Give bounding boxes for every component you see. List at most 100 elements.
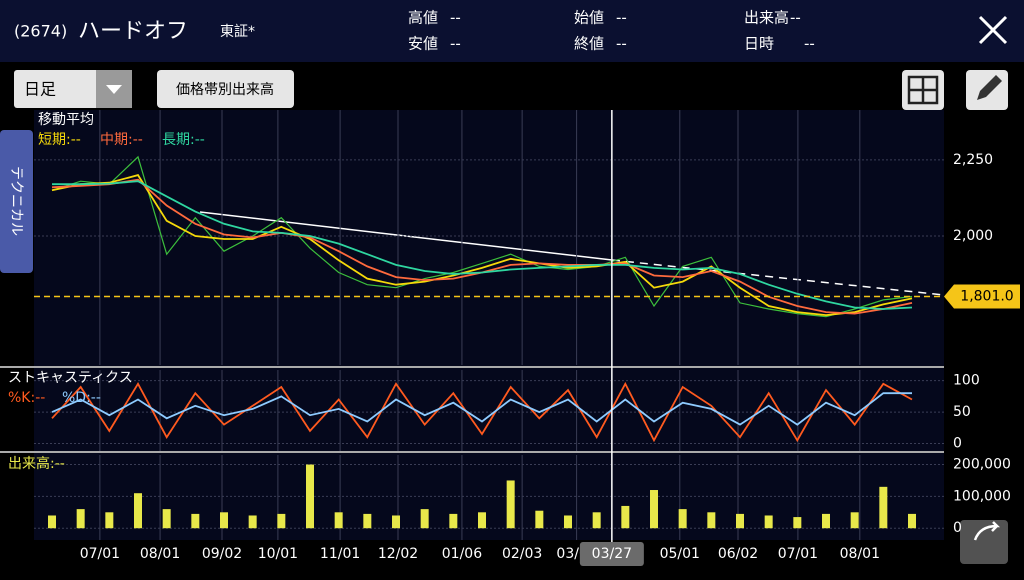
x-tick-label: 02/03	[502, 546, 542, 562]
volume-profile-label: 価格帯別出来高	[176, 81, 274, 98]
volume-bar	[592, 512, 601, 529]
quote-value: --	[450, 35, 461, 53]
y-tick-label: 100,000	[953, 488, 1011, 504]
panel-title: 出来高:--	[8, 455, 65, 472]
quote-value: --	[616, 9, 627, 27]
volume-bar	[650, 490, 658, 529]
volume-bar	[363, 513, 372, 529]
x-tick-label: 07/01	[778, 546, 818, 562]
rotate-icon	[973, 521, 1001, 541]
volume-bar	[908, 513, 916, 529]
volume-bar	[76, 509, 85, 529]
market: 東証*	[220, 24, 255, 40]
volume-profile-button[interactable]	[157, 70, 294, 108]
x-tick-label: 07/01	[80, 546, 120, 562]
close-icon	[978, 15, 1008, 45]
panel-title: ストキャスティクス	[8, 370, 133, 386]
volume-bar	[764, 515, 773, 529]
series-line	[51, 174, 913, 317]
volume-bar	[191, 513, 200, 529]
panel-title: 移動平均	[38, 112, 94, 128]
quote-value: --	[804, 35, 815, 53]
pencil-icon	[977, 75, 1002, 100]
series-line	[51, 381, 913, 443]
x-tick-label: 12/02	[378, 546, 418, 562]
stock-code: (2674)	[14, 22, 67, 41]
y-tick-label: 2,000	[953, 228, 993, 244]
quote-value: --	[616, 35, 627, 53]
price-line	[51, 155, 913, 318]
y-tick-label: 50	[953, 404, 971, 420]
quote-label: 高値	[408, 9, 438, 27]
y-tick-label: 200,000	[953, 457, 1011, 473]
header-bar	[0, 0, 1024, 62]
y-tick-label: 100	[953, 373, 980, 389]
volume-bar	[707, 512, 716, 529]
volume-bar	[535, 510, 544, 529]
rotate-button-bg	[960, 520, 1008, 564]
rotate-button[interactable]	[960, 520, 1008, 564]
dropdown-arrow	[106, 85, 122, 94]
technical-tab[interactable]	[0, 130, 33, 273]
last-price-label: 1,801.0	[960, 289, 1013, 305]
legend-entry: 長期:--	[162, 132, 205, 148]
y-tick-label: 0	[953, 520, 962, 536]
legend-entry: 短期:--	[38, 132, 81, 148]
quote-label: 安値	[408, 35, 438, 53]
volume-bar	[564, 515, 572, 529]
volume-bar	[420, 509, 429, 529]
volume-bar	[392, 515, 400, 529]
volume-bar	[879, 486, 888, 529]
stock-name: ハードオフ	[78, 19, 188, 44]
legend-entry: 中期:--	[100, 132, 143, 148]
crosshair-date-box	[579, 542, 644, 566]
x-tick-label: 09/02	[202, 546, 242, 562]
last-price-tag	[944, 284, 1020, 309]
volume-bar	[105, 512, 114, 529]
close-button[interactable]	[978, 15, 1008, 45]
volume-bar	[449, 513, 458, 529]
y-tick-label: 2,250	[953, 152, 993, 168]
x-tick-label: 08/01	[140, 546, 180, 562]
legend-entry: %K:--	[8, 390, 45, 406]
volume-bar	[506, 480, 515, 529]
quote-label: 出来高	[744, 9, 789, 27]
layout-icon	[907, 75, 939, 105]
volume-bar	[334, 512, 343, 529]
volume-bar	[134, 493, 142, 529]
volume-bar	[306, 464, 314, 529]
y-tick-label: 0	[953, 435, 962, 451]
volume-bar	[248, 515, 257, 529]
volume-bar	[736, 513, 744, 529]
series-line	[51, 392, 912, 426]
volume-bar	[162, 509, 171, 529]
quote-value: --	[790, 9, 801, 27]
legend-entry: %D:--	[62, 390, 101, 406]
x-tick-label: 06/02	[718, 546, 758, 562]
axis-area	[944, 110, 1024, 540]
volume-bar	[277, 513, 286, 529]
period-label: 日足	[24, 80, 56, 99]
quote-label: 終値	[574, 35, 604, 53]
chart-area	[34, 110, 944, 540]
volume-bar	[793, 517, 802, 529]
technical-tab-label: テクニカル	[8, 166, 24, 236]
x-tick-label: 11/01	[320, 546, 360, 562]
volume-bar	[621, 505, 630, 529]
quote-label: 日時	[744, 35, 774, 53]
volume-bar	[48, 515, 56, 529]
x-tick-label: 01/06	[442, 546, 482, 562]
x-tick-label: 10/01	[258, 546, 298, 562]
quote-value: --	[450, 9, 461, 27]
x-tick-label: 05/01	[660, 546, 700, 562]
series-line	[52, 180, 913, 310]
volume-bar	[850, 512, 859, 529]
x-tick-label: 03/27	[592, 546, 632, 562]
x-tick-label: 08/01	[840, 546, 880, 562]
quote-label: 始値	[574, 9, 604, 27]
volume-bar	[220, 512, 228, 529]
volume-bar	[478, 512, 486, 529]
volume-bar	[822, 513, 830, 529]
